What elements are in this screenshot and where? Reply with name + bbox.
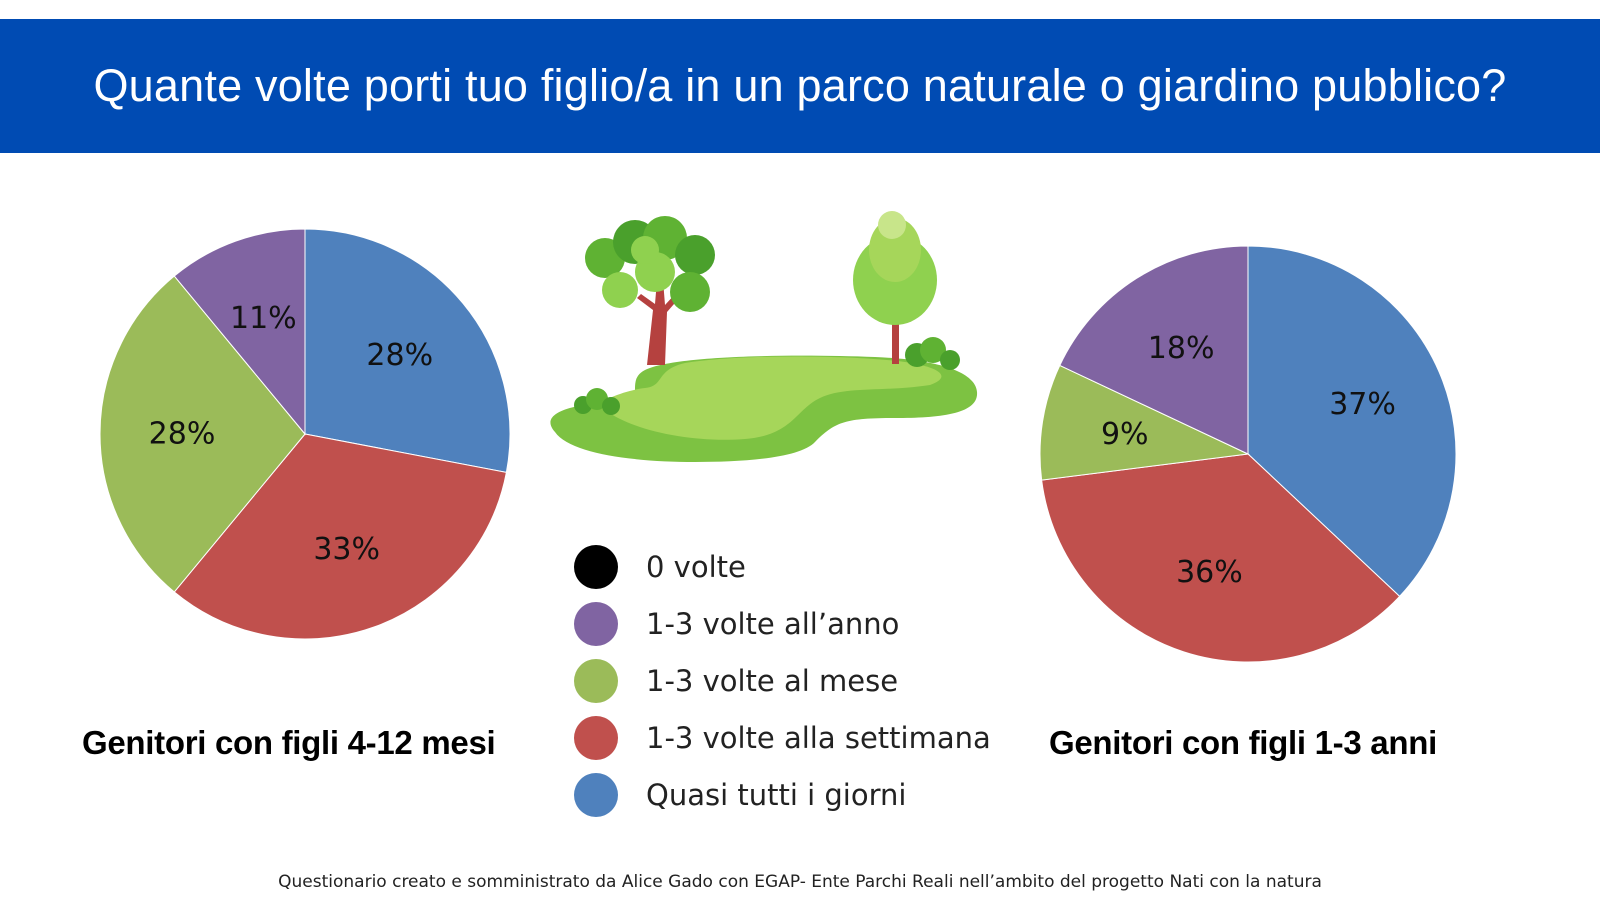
pie-data-label-0-1: 33% bbox=[313, 532, 380, 567]
pie-chart-4-12-months: 28% 33% 28% 11% bbox=[99, 228, 511, 640]
legend-item-0-volte: 0 volte bbox=[574, 545, 746, 589]
legend-swatch bbox=[574, 716, 618, 760]
pie-chart-1-3-years: 37% 36% 9% 18% bbox=[1039, 245, 1457, 663]
pie-data-label-0-2: 28% bbox=[149, 417, 216, 452]
legend-swatch bbox=[574, 659, 618, 703]
pie-data-label-1-2: 9% bbox=[1101, 417, 1149, 452]
legend-swatch bbox=[574, 602, 618, 646]
legend-item-all-anno: 1-3 volte all’anno bbox=[574, 602, 899, 646]
pie-data-label-1-1: 36% bbox=[1176, 555, 1243, 590]
pie-slice-1-0 bbox=[1247, 245, 1457, 598]
legend-swatch bbox=[574, 773, 618, 817]
pie-slice-1-2 bbox=[1039, 364, 1250, 481]
page-title: Quante volte porti tuo figlio/a in un pa… bbox=[93, 60, 1507, 111]
legend-item-quasi-tutti-i-giorni: Quasi tutti i giorni bbox=[574, 773, 906, 817]
pie-slice-0-1 bbox=[173, 433, 507, 640]
pie-slice-1-1 bbox=[1041, 453, 1401, 663]
legend-swatch bbox=[574, 545, 618, 589]
pie-data-label-1-3: 18% bbox=[1148, 331, 1215, 366]
footer-credit: Questionario creato e somministrato da A… bbox=[278, 872, 1322, 892]
legend-label: Quasi tutti i giorni bbox=[646, 778, 907, 812]
pie-slice-0-0 bbox=[304, 228, 511, 473]
legend-label: 1-3 volte alla settimana bbox=[646, 721, 991, 755]
pie-caption-4-12-months: Genitori con figli 4-12 mesi bbox=[82, 724, 496, 761]
pie-data-label-1-0: 37% bbox=[1329, 387, 1396, 422]
pie-data-label-0-3: 11% bbox=[230, 301, 297, 336]
pie-slice-0-2 bbox=[99, 275, 306, 593]
legend-label: 1-3 volte all’anno bbox=[646, 607, 900, 641]
legend-label: 0 volte bbox=[646, 550, 746, 584]
pie-data-label-0-0: 28% bbox=[366, 338, 433, 373]
park-trees-icon bbox=[550, 211, 978, 462]
title-banner: Quante volte porti tuo figlio/a in un pa… bbox=[0, 19, 1600, 153]
legend-label: 1-3 volte al mese bbox=[646, 664, 899, 698]
pie-slice-1-3 bbox=[1059, 245, 1249, 455]
pie-caption-1-3-years: Genitori con figli 1-3 anni bbox=[1049, 724, 1437, 761]
legend-item-al-mese: 1-3 volte al mese bbox=[574, 659, 898, 703]
legend-item-alla-settimana: 1-3 volte alla settimana bbox=[574, 716, 991, 760]
pie-slice-0-3 bbox=[173, 228, 306, 436]
